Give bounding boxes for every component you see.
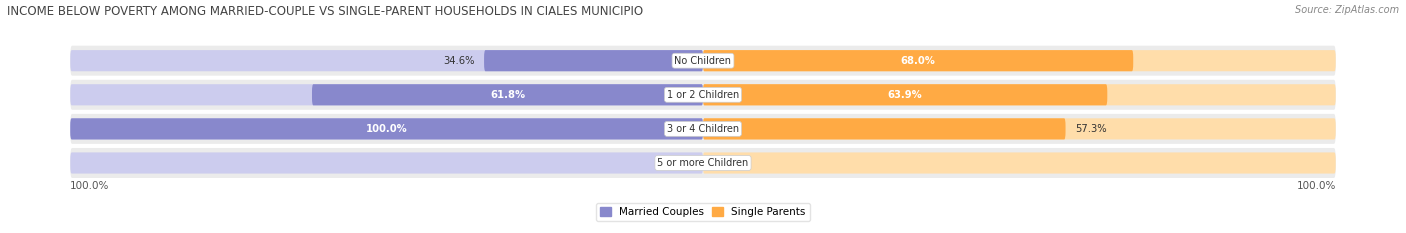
Text: 0.0%: 0.0% (662, 158, 688, 168)
Text: 34.6%: 34.6% (443, 56, 475, 66)
FancyBboxPatch shape (70, 152, 703, 174)
FancyBboxPatch shape (70, 114, 1336, 144)
Text: 3 or 4 Children: 3 or 4 Children (666, 124, 740, 134)
FancyBboxPatch shape (703, 84, 1108, 105)
FancyBboxPatch shape (703, 118, 1066, 140)
FancyBboxPatch shape (703, 152, 1336, 174)
FancyBboxPatch shape (703, 50, 1336, 71)
FancyBboxPatch shape (70, 118, 703, 140)
FancyBboxPatch shape (70, 84, 703, 105)
FancyBboxPatch shape (70, 148, 1336, 178)
FancyBboxPatch shape (70, 118, 703, 140)
FancyBboxPatch shape (70, 50, 703, 71)
Text: Source: ZipAtlas.com: Source: ZipAtlas.com (1295, 5, 1399, 15)
Text: 5 or more Children: 5 or more Children (658, 158, 748, 168)
Text: 57.3%: 57.3% (1076, 124, 1107, 134)
FancyBboxPatch shape (484, 50, 703, 71)
Text: 61.8%: 61.8% (489, 90, 524, 100)
Text: INCOME BELOW POVERTY AMONG MARRIED-COUPLE VS SINGLE-PARENT HOUSEHOLDS IN CIALES : INCOME BELOW POVERTY AMONG MARRIED-COUPL… (7, 5, 643, 18)
Text: No Children: No Children (675, 56, 731, 66)
Text: 100.0%: 100.0% (1296, 181, 1336, 191)
FancyBboxPatch shape (312, 84, 703, 105)
Text: 63.9%: 63.9% (887, 90, 922, 100)
Text: 1 or 2 Children: 1 or 2 Children (666, 90, 740, 100)
FancyBboxPatch shape (703, 118, 1336, 140)
Text: 100.0%: 100.0% (70, 181, 110, 191)
Legend: Married Couples, Single Parents: Married Couples, Single Parents (596, 203, 810, 221)
FancyBboxPatch shape (703, 84, 1336, 105)
FancyBboxPatch shape (70, 80, 1336, 110)
FancyBboxPatch shape (703, 50, 1133, 71)
Text: 100.0%: 100.0% (366, 124, 408, 134)
Text: 68.0%: 68.0% (901, 56, 935, 66)
Text: 0.0%: 0.0% (718, 158, 744, 168)
FancyBboxPatch shape (70, 46, 1336, 76)
